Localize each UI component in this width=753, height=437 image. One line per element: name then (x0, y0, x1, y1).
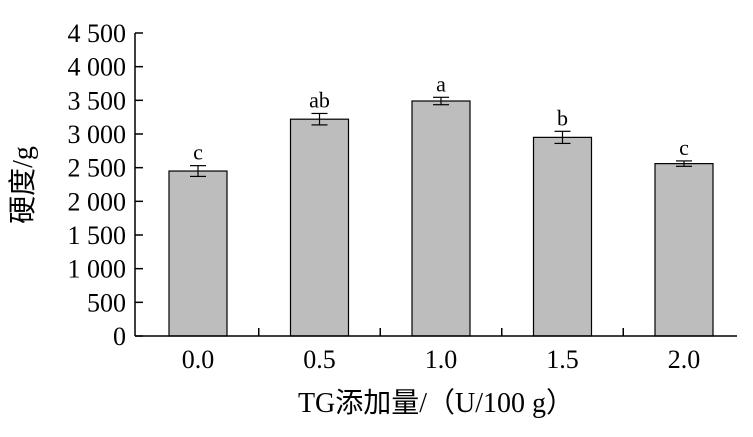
x-ticks: 0.0 0.5 1.0 1.5 2.0 (182, 328, 701, 374)
x-tick-label: 2.0 (668, 345, 701, 374)
y-tick-label: 1 000 (68, 255, 127, 284)
x-tick-label: 0.5 (303, 345, 336, 374)
x-tick-label: 0.0 (182, 345, 215, 374)
y-tick-label: 1 500 (68, 221, 127, 250)
bar (532, 136, 593, 337)
bar (289, 118, 350, 337)
significance-label: c (679, 135, 689, 160)
significance-label: ab (309, 87, 330, 112)
y-tick-label: 2 000 (68, 187, 127, 216)
significance-label: c (193, 140, 203, 165)
y-axis-title: 硬度/g (7, 146, 39, 224)
bar (411, 100, 471, 337)
y-tick-label: 4 000 (68, 53, 127, 82)
bar (654, 163, 714, 337)
y-tick-label: 2 500 (68, 154, 127, 183)
x-tick-label: 1.5 (546, 345, 579, 374)
significance-label: b (557, 105, 568, 130)
y-tick-label: 0 (113, 322, 126, 351)
y-tick-label: 3 500 (68, 86, 127, 115)
x-tick-label: 1.0 (425, 345, 458, 374)
y-ticks: 0 500 1 000 1 500 2 000 2 500 3 000 3 500 4 000 4… (68, 19, 143, 351)
significance-label: a (436, 71, 446, 96)
y-tick-label: 3 000 (68, 120, 127, 149)
bar (168, 170, 228, 337)
y-tick-label: 4 500 (68, 19, 127, 48)
y-tick-label: 500 (87, 288, 126, 317)
x-axis-title: TG添加量/（U/100 g） (298, 387, 574, 419)
axes (134, 33, 737, 337)
